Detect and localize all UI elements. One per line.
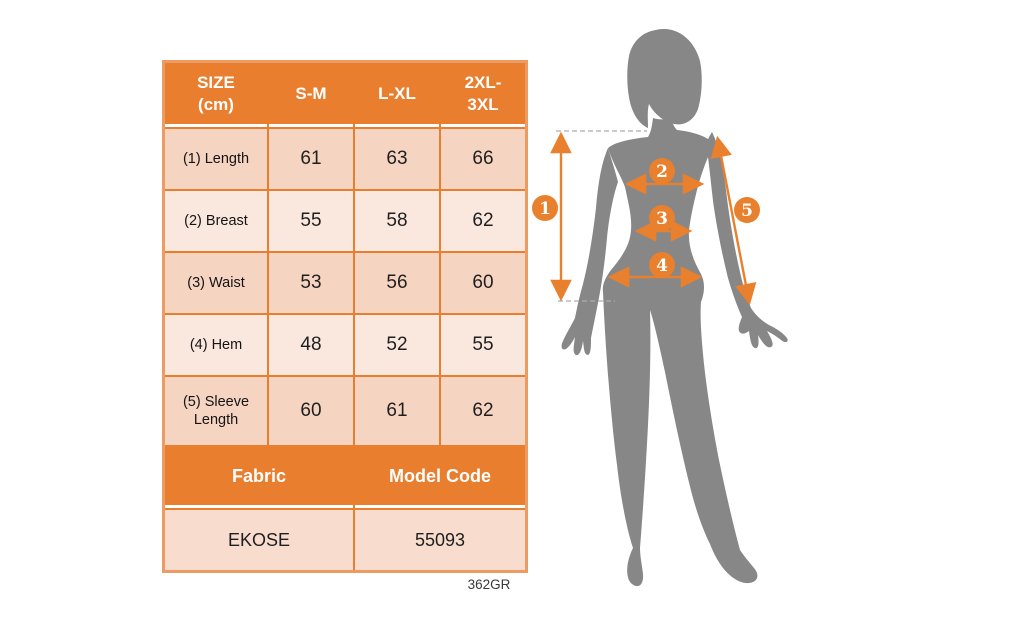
column-header-2xl3xl: 2XL-3XL bbox=[441, 63, 525, 127]
silhouette-head bbox=[627, 29, 702, 128]
sleeve-arrow-5 bbox=[710, 135, 757, 306]
marker-circle-5 bbox=[734, 197, 760, 223]
silhouette-torso-legs bbox=[602, 117, 758, 587]
waist-lxl-value: 56 bbox=[355, 253, 439, 313]
waist-2xl3xl-value: 60 bbox=[441, 253, 525, 313]
marker-circle-4 bbox=[649, 252, 675, 278]
marker-number-4: 4 bbox=[656, 256, 668, 276]
waist-sm-value: 53 bbox=[269, 253, 353, 313]
marker-number-2: 2 bbox=[656, 162, 668, 182]
column-header-lxl: L-XL bbox=[355, 63, 439, 127]
column-header-sm-label: S-M bbox=[295, 83, 327, 103]
row-label-hem: (4) Hem bbox=[165, 315, 267, 375]
sleeve-2xl3xl-value: 62 bbox=[441, 377, 525, 445]
row-label-waist: (3) Waist bbox=[165, 253, 267, 313]
measurement-markers: 1 2 3 4 5 bbox=[532, 158, 760, 278]
row-label-breast: (2) Breast bbox=[165, 191, 267, 251]
hem-2xl3xl-value: 55 bbox=[441, 315, 525, 375]
row-label-length: (1) Length bbox=[165, 129, 267, 189]
breast-sm-value: 55 bbox=[269, 191, 353, 251]
marker-number-5: 5 bbox=[741, 201, 753, 221]
row-label-sleeve-length: (5) Sleeve Length bbox=[165, 377, 267, 445]
column-header-size-label: SIZE (cm) bbox=[197, 73, 235, 114]
size-chart-table: SIZE (cm) S-M L-XL 2XL-3XL (1) Length 61… bbox=[162, 60, 528, 573]
marker-circle-1 bbox=[532, 195, 558, 221]
sleeve-sm-value: 60 bbox=[269, 377, 353, 445]
silhouette-right-arm bbox=[706, 132, 788, 349]
column-header-size: SIZE (cm) bbox=[165, 63, 267, 127]
column-header-2xl3xl-label: 2XL-3XL bbox=[464, 73, 502, 114]
sleeve-lxl-value: 61 bbox=[355, 377, 439, 445]
column-header-lxl-label: L-XL bbox=[378, 83, 416, 103]
female-silhouette bbox=[561, 29, 788, 587]
fabric-value: EKOSE bbox=[165, 510, 353, 570]
body-silhouette-diagram: 1 2 3 4 5 bbox=[532, 29, 788, 587]
hem-sm-value: 48 bbox=[269, 315, 353, 375]
breast-2xl3xl-value: 62 bbox=[441, 191, 525, 251]
length-lxl-value: 63 bbox=[355, 129, 439, 189]
marker-circle-3 bbox=[649, 205, 675, 231]
measurement-figure: 1 2 3 4 5 bbox=[525, 20, 795, 620]
model-code-header: Model Code bbox=[355, 447, 525, 508]
length-2xl3xl-value: 66 bbox=[441, 129, 525, 189]
marker-circle-2 bbox=[649, 158, 675, 184]
grammage-note: 362GR bbox=[467, 577, 511, 592]
model-code-value: 55093 bbox=[355, 510, 525, 570]
length-sm-value: 61 bbox=[269, 129, 353, 189]
silhouette-left-arm bbox=[561, 148, 618, 356]
fabric-header: Fabric bbox=[165, 447, 353, 508]
marker-number-3: 3 bbox=[656, 209, 668, 229]
column-header-sm: S-M bbox=[269, 63, 353, 127]
breast-lxl-value: 58 bbox=[355, 191, 439, 251]
measurement-arrows bbox=[550, 131, 757, 306]
marker-number-1: 1 bbox=[539, 199, 551, 219]
hem-lxl-value: 52 bbox=[355, 315, 439, 375]
